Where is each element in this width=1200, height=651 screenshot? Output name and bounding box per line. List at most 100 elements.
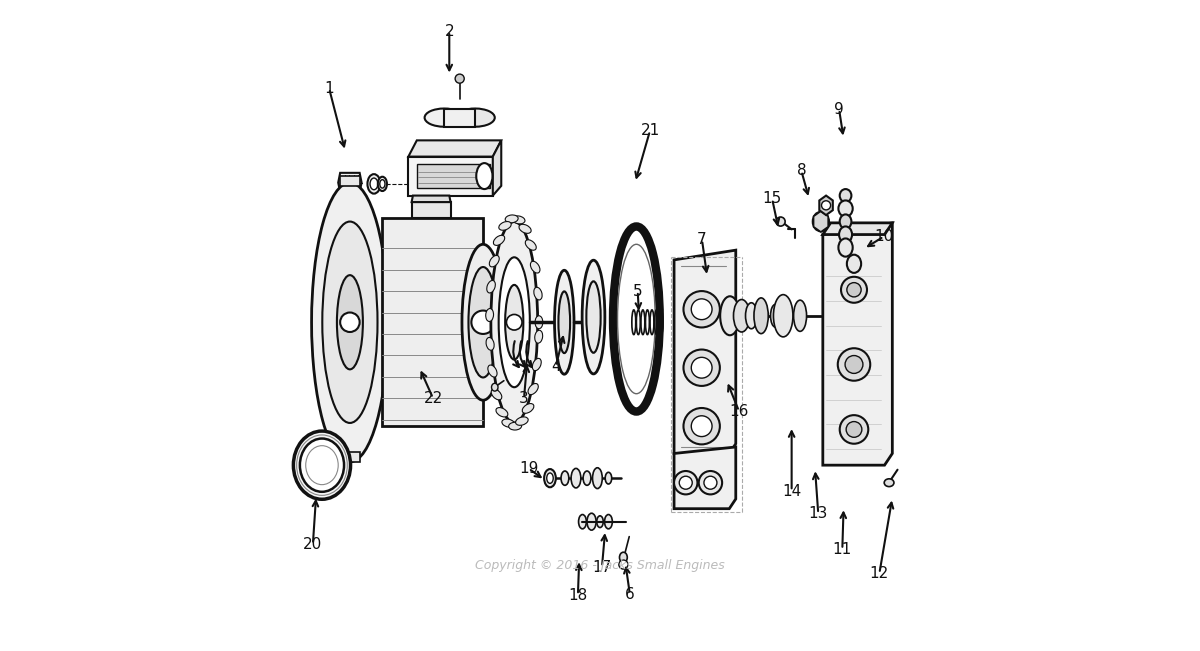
Ellipse shape <box>839 201 853 217</box>
Circle shape <box>691 416 712 437</box>
Polygon shape <box>340 176 360 186</box>
Text: 13: 13 <box>809 506 828 521</box>
Ellipse shape <box>379 180 385 188</box>
Ellipse shape <box>367 174 380 193</box>
Ellipse shape <box>323 221 378 423</box>
Ellipse shape <box>530 261 540 273</box>
Polygon shape <box>823 223 893 465</box>
Ellipse shape <box>605 473 612 484</box>
Ellipse shape <box>518 225 532 233</box>
Ellipse shape <box>534 287 542 300</box>
Ellipse shape <box>522 404 534 413</box>
Polygon shape <box>408 157 493 195</box>
Polygon shape <box>674 250 736 454</box>
Ellipse shape <box>544 469 556 487</box>
Circle shape <box>691 357 712 378</box>
Ellipse shape <box>533 359 541 370</box>
Text: 6: 6 <box>625 587 635 602</box>
Text: 18: 18 <box>569 588 588 603</box>
Ellipse shape <box>492 383 498 391</box>
Circle shape <box>674 471 697 494</box>
Circle shape <box>840 415 869 444</box>
Ellipse shape <box>370 178 378 189</box>
Ellipse shape <box>774 295 793 337</box>
Text: 12: 12 <box>870 566 889 581</box>
Circle shape <box>684 350 720 386</box>
Ellipse shape <box>491 221 538 423</box>
Text: 3: 3 <box>520 391 529 406</box>
Ellipse shape <box>720 296 739 335</box>
Ellipse shape <box>558 292 570 353</box>
Polygon shape <box>823 223 893 234</box>
Polygon shape <box>412 195 450 202</box>
Ellipse shape <box>613 227 660 411</box>
Ellipse shape <box>491 389 502 400</box>
Ellipse shape <box>547 473 553 483</box>
Circle shape <box>506 314 522 330</box>
Ellipse shape <box>733 299 750 332</box>
Text: 20: 20 <box>304 537 323 552</box>
Ellipse shape <box>754 298 768 333</box>
Circle shape <box>776 217 785 226</box>
Circle shape <box>841 277 866 303</box>
Polygon shape <box>493 141 502 195</box>
Text: 4: 4 <box>551 359 560 374</box>
Ellipse shape <box>839 238 853 256</box>
Circle shape <box>684 408 720 445</box>
Ellipse shape <box>618 244 655 394</box>
Circle shape <box>846 422 862 437</box>
Ellipse shape <box>847 255 862 273</box>
Ellipse shape <box>526 240 536 250</box>
Text: Copyright © 2016 - Jacks Small Engines: Copyright © 2016 - Jacks Small Engines <box>475 559 725 572</box>
Ellipse shape <box>619 552 628 562</box>
Ellipse shape <box>487 281 496 293</box>
Circle shape <box>691 299 712 320</box>
Ellipse shape <box>839 227 852 243</box>
Text: 17: 17 <box>593 560 612 575</box>
Polygon shape <box>820 195 833 215</box>
Ellipse shape <box>456 109 494 127</box>
Bar <box>444 109 475 127</box>
Circle shape <box>472 311 494 334</box>
Ellipse shape <box>840 214 851 229</box>
Circle shape <box>845 355 863 374</box>
Polygon shape <box>338 173 361 192</box>
Polygon shape <box>416 165 490 187</box>
Ellipse shape <box>554 270 574 374</box>
Text: 16: 16 <box>730 404 749 419</box>
Ellipse shape <box>499 221 511 230</box>
Ellipse shape <box>516 417 528 425</box>
Ellipse shape <box>425 109 463 127</box>
Ellipse shape <box>476 163 492 189</box>
Text: 9: 9 <box>834 102 844 117</box>
Ellipse shape <box>300 439 344 492</box>
Ellipse shape <box>578 514 587 529</box>
Polygon shape <box>408 141 502 157</box>
Ellipse shape <box>486 309 493 322</box>
Ellipse shape <box>293 431 350 499</box>
Ellipse shape <box>499 257 530 387</box>
Ellipse shape <box>840 189 851 202</box>
Ellipse shape <box>812 212 829 231</box>
Text: 22: 22 <box>424 391 443 406</box>
Ellipse shape <box>583 471 590 485</box>
Text: 10: 10 <box>875 229 894 244</box>
Circle shape <box>838 348 870 381</box>
Ellipse shape <box>312 182 389 462</box>
Ellipse shape <box>378 176 386 191</box>
Circle shape <box>704 477 716 489</box>
Text: 1: 1 <box>324 81 334 96</box>
Circle shape <box>684 291 720 327</box>
Bar <box>383 218 484 426</box>
Ellipse shape <box>884 478 894 486</box>
Text: 2: 2 <box>444 23 454 38</box>
Ellipse shape <box>496 408 508 417</box>
Text: 11: 11 <box>833 542 852 557</box>
Circle shape <box>679 477 692 489</box>
Ellipse shape <box>571 469 581 488</box>
Text: 19: 19 <box>518 461 539 476</box>
Ellipse shape <box>502 419 515 427</box>
Ellipse shape <box>486 337 494 350</box>
Text: 21: 21 <box>641 123 660 138</box>
Polygon shape <box>412 202 450 218</box>
